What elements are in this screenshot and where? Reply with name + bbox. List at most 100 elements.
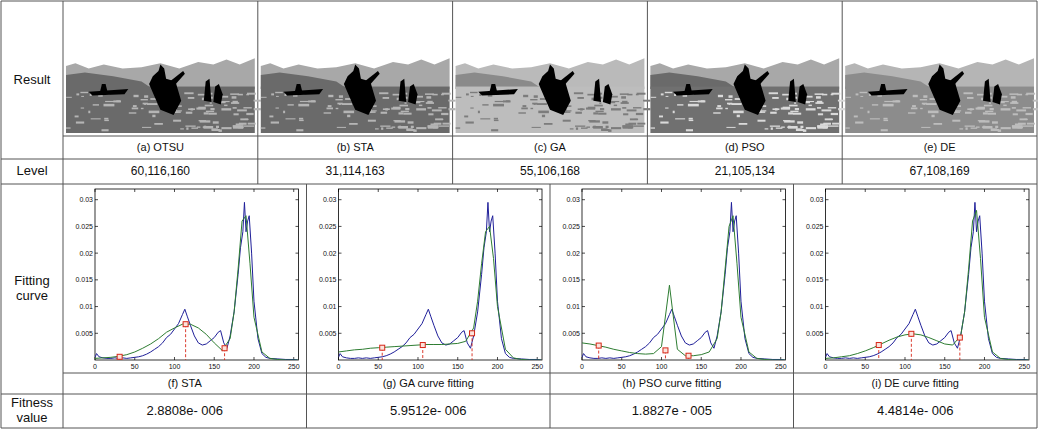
speckle	[234, 113, 239, 115]
speckle	[271, 93, 274, 95]
y-tick-label: 0.025	[319, 223, 337, 230]
speckle	[1010, 102, 1018, 104]
speckle	[299, 118, 303, 120]
y-tick-label: 0.015	[562, 276, 580, 283]
x-tick	[537, 189, 538, 192]
speckle	[530, 99, 537, 100]
y-tick	[539, 253, 542, 254]
segmentation-result	[845, 4, 1038, 133]
y-tick	[296, 279, 299, 280]
speckle	[144, 95, 148, 98]
x-tick	[701, 189, 702, 192]
speckle	[204, 112, 209, 114]
x-tick	[174, 357, 175, 360]
speckle	[271, 122, 279, 124]
y-tick	[95, 226, 98, 227]
speckle	[494, 120, 499, 121]
speckle	[441, 113, 448, 115]
speckle	[381, 112, 388, 114]
speckle	[1011, 96, 1016, 99]
y-tick	[826, 226, 829, 227]
speckle	[198, 107, 206, 110]
y-tick	[95, 199, 98, 200]
y-tick-label: 0.01	[566, 303, 580, 310]
table-line	[1, 159, 1037, 160]
speckle	[845, 97, 851, 98]
speckle	[1020, 118, 1028, 120]
speckle	[825, 118, 833, 120]
row-header: Result	[2, 1, 62, 159]
figure: 0501001502002500.0050.010.0150.020.0250.…	[0, 0, 1038, 429]
speckle	[408, 121, 414, 123]
figure	[213, 84, 222, 105]
speckle	[391, 108, 400, 110]
speckle	[800, 126, 803, 128]
result-caption: (a) OTSU	[63, 136, 258, 159]
speckle	[1033, 100, 1038, 102]
speckle	[831, 113, 838, 115]
result-caption: (b) STA	[258, 136, 453, 159]
result-caption: (c) GA	[453, 136, 648, 159]
threshold-line	[959, 338, 960, 360]
speckle	[815, 102, 823, 104]
speckle	[686, 129, 693, 131]
y-tick	[296, 226, 299, 227]
speckle	[233, 107, 237, 109]
speckle	[133, 105, 137, 107]
x-tick	[825, 189, 826, 192]
speckle	[1024, 119, 1028, 120]
speckle	[1012, 107, 1016, 109]
y-tick-label: 0.01	[323, 303, 337, 310]
speckle	[205, 105, 214, 107]
boat	[673, 89, 713, 96]
speckle	[532, 103, 537, 105]
speckle	[328, 95, 333, 97]
speckle	[661, 93, 664, 95]
speckle	[926, 103, 936, 105]
speckle	[725, 108, 728, 109]
speckle	[921, 127, 930, 128]
speckle	[243, 107, 251, 108]
speckle	[771, 127, 773, 129]
x-tick	[701, 357, 702, 360]
x-tick-label: 200	[492, 363, 504, 370]
x-tick	[457, 189, 458, 192]
boat-figure	[295, 84, 303, 92]
speckle	[606, 126, 609, 128]
y-tick	[539, 333, 542, 334]
speckle	[611, 108, 621, 110]
speckle	[964, 92, 973, 94]
speckle	[820, 124, 825, 126]
x-tick	[338, 189, 339, 192]
speckle	[102, 129, 109, 131]
speckle	[1001, 127, 1011, 129]
speckle	[758, 120, 766, 122]
speckle	[245, 119, 249, 120]
x-tick-label: 250	[531, 363, 543, 370]
speckle	[920, 99, 927, 100]
y-tick	[296, 333, 299, 334]
x-tick	[944, 189, 945, 192]
speckle	[651, 97, 657, 98]
x-tick	[134, 189, 135, 192]
x-tick	[621, 189, 622, 192]
speckle	[339, 95, 343, 98]
figure	[204, 79, 212, 102]
y-tick	[539, 306, 542, 307]
speckle	[254, 100, 262, 102]
x-tick	[253, 189, 254, 192]
y-tick	[539, 226, 542, 227]
fitness-value: 1.8827e - 005	[550, 394, 794, 428]
branch	[754, 71, 769, 87]
speckle	[247, 93, 256, 95]
x-tick	[944, 357, 945, 360]
speckle	[405, 108, 409, 110]
figure	[798, 84, 807, 105]
table-line	[793, 184, 794, 428]
y-tick	[783, 306, 786, 307]
speckle	[230, 93, 239, 95]
y-tick-label: 0.03	[566, 196, 580, 203]
speckle	[288, 104, 294, 105]
speckle	[577, 97, 584, 99]
speckle	[393, 107, 401, 110]
